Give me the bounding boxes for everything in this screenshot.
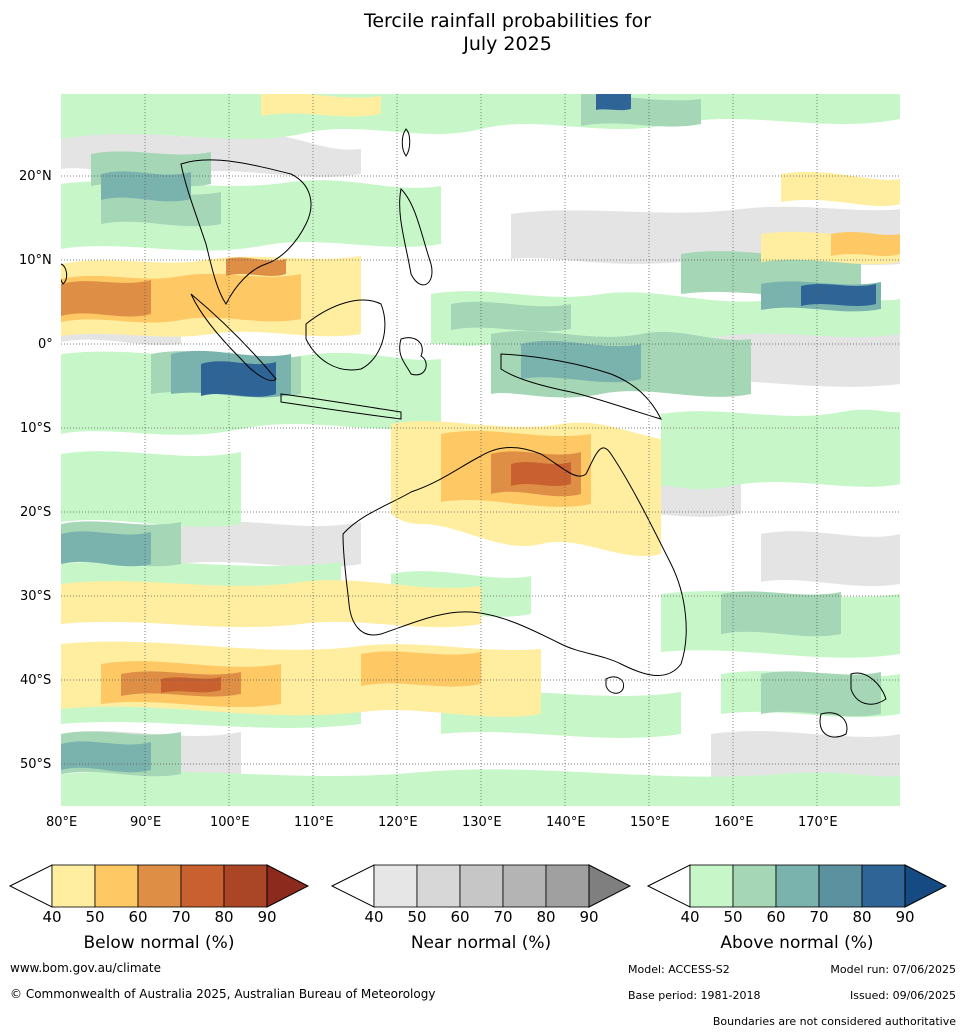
lat-label-0: 0° bbox=[38, 337, 53, 352]
lat-label-20n: 20°N bbox=[19, 169, 52, 184]
map-title: Tercile rainfall probabilities for July … bbox=[0, 10, 965, 56]
website-link[interactable]: www.bom.gov.au/climate bbox=[10, 961, 161, 975]
above-normal-layer-80 bbox=[201, 94, 876, 397]
lat-label-40s: 40°S bbox=[20, 673, 52, 688]
above-swatch-40 bbox=[689, 864, 734, 908]
title-line-2: July 2025 bbox=[463, 33, 552, 55]
disclaimer-text: Boundaries are not considered authoritat… bbox=[712, 1015, 956, 1028]
above-normal-colorbar bbox=[646, 864, 948, 908]
map-canvas bbox=[61, 94, 900, 806]
coastlines bbox=[61, 128, 887, 738]
near-normal-title: Near normal (%) bbox=[410, 933, 552, 953]
lat-label-30s: 30°S bbox=[20, 589, 52, 604]
model-text: Model: ACCESS-S2 bbox=[628, 963, 730, 976]
near-swatch-80 bbox=[545, 864, 590, 908]
lon-label-110e: 110°E bbox=[294, 815, 334, 830]
sulawesi-outline bbox=[399, 337, 427, 376]
gridlines bbox=[61, 94, 900, 806]
model-run-text: Model run: 07/06/2025 bbox=[830, 963, 956, 976]
philippines-outline bbox=[399, 187, 433, 286]
taiwan-outline bbox=[401, 128, 411, 157]
above-swatch-60 bbox=[775, 864, 820, 908]
below-swatch-50 bbox=[94, 864, 139, 908]
near-tick-60: 60 bbox=[450, 908, 470, 926]
below-tick-60: 60 bbox=[128, 908, 148, 926]
near-tick-90: 90 bbox=[579, 908, 599, 926]
below-tick-70: 70 bbox=[171, 908, 191, 926]
below-swatch-80 bbox=[223, 864, 268, 908]
near-swatch-70 bbox=[502, 864, 547, 908]
below-underflow-triangle bbox=[8, 864, 53, 908]
lon-label-160e: 160°E bbox=[714, 815, 754, 830]
base-period-text: Base period: 1981-2018 bbox=[628, 989, 761, 1002]
near-swatch-60 bbox=[459, 864, 504, 908]
sri-lanka-outline bbox=[61, 263, 68, 285]
lon-label-150e: 150°E bbox=[630, 815, 670, 830]
near-tick-70: 70 bbox=[493, 908, 513, 926]
lat-label-10s: 10°S bbox=[20, 421, 52, 436]
lat-label-20s: 20°S bbox=[20, 505, 52, 520]
tasmania-outline bbox=[605, 676, 625, 694]
lon-label-90e: 90°E bbox=[130, 815, 162, 830]
lat-label-10n: 10°N bbox=[19, 253, 52, 268]
probability-map bbox=[61, 94, 900, 806]
above-tick-90: 90 bbox=[895, 908, 915, 926]
above-tick-60: 60 bbox=[766, 908, 786, 926]
copyright-text: © Commonwealth of Australia 2025, Austra… bbox=[10, 987, 436, 1001]
australia-outline bbox=[342, 447, 687, 677]
below-tick-50: 50 bbox=[85, 908, 105, 926]
near-overflow-triangle bbox=[588, 864, 632, 908]
below-tick-90: 90 bbox=[257, 908, 277, 926]
near-underflow-triangle bbox=[330, 864, 375, 908]
below-normal-layer-70 bbox=[161, 462, 571, 693]
below-tick-40: 40 bbox=[42, 908, 62, 926]
above-swatch-70 bbox=[818, 864, 863, 908]
borneo-outline bbox=[305, 299, 386, 371]
above-tick-50: 50 bbox=[723, 908, 743, 926]
below-normal-title: Below normal (%) bbox=[83, 933, 235, 953]
above-tick-70: 70 bbox=[809, 908, 829, 926]
above-tick-40: 40 bbox=[680, 908, 700, 926]
lon-label-170e: 170°E bbox=[798, 815, 838, 830]
above-swatch-80 bbox=[861, 864, 906, 908]
sumatra-outline bbox=[190, 293, 277, 381]
below-tick-80: 80 bbox=[214, 908, 234, 926]
above-overflow-triangle bbox=[904, 864, 948, 908]
above-underflow-triangle bbox=[646, 864, 691, 908]
below-swatch-40 bbox=[51, 864, 96, 908]
below-overflow-triangle bbox=[266, 864, 310, 908]
near-swatch-40 bbox=[373, 864, 418, 908]
title-line-1: Tercile rainfall probabilities for bbox=[363, 10, 652, 32]
lat-label-50s: 50°S bbox=[20, 757, 52, 772]
java-outline bbox=[280, 393, 402, 420]
above-normal-title: Above normal (%) bbox=[720, 933, 874, 953]
new-guinea-outline bbox=[500, 353, 662, 420]
lon-label-140e: 140°E bbox=[546, 815, 586, 830]
above-tick-80: 80 bbox=[852, 908, 872, 926]
near-tick-50: 50 bbox=[407, 908, 427, 926]
near-tick-40: 40 bbox=[364, 908, 384, 926]
lon-label-100e: 100°E bbox=[210, 815, 250, 830]
near-swatch-50 bbox=[416, 864, 461, 908]
near-tick-80: 80 bbox=[536, 908, 556, 926]
below-swatch-70 bbox=[180, 864, 225, 908]
new-zealand-outline bbox=[819, 672, 887, 738]
lon-label-130e: 130°E bbox=[462, 815, 502, 830]
near-normal-colorbar bbox=[330, 864, 632, 908]
lon-label-120e: 120°E bbox=[378, 815, 418, 830]
below-normal-colorbar bbox=[8, 864, 310, 908]
indochina-outline bbox=[180, 159, 312, 305]
issued-text: Issued: 09/06/2025 bbox=[849, 989, 956, 1002]
above-swatch-50 bbox=[732, 864, 777, 908]
lon-label-80e: 80°E bbox=[46, 815, 78, 830]
below-swatch-60 bbox=[137, 864, 182, 908]
